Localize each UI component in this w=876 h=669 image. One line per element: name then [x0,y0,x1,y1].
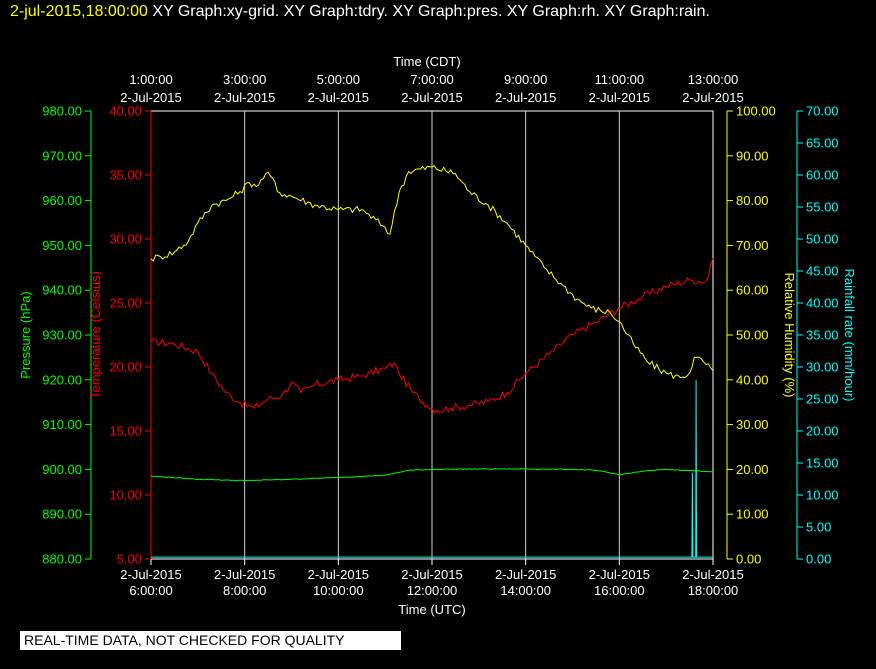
x-tick-label-top-date: 2-Jul-2015 [589,90,650,105]
pressure-tick-label: 910.00 [42,417,82,432]
x-tick-label-top-date: 2-Jul-2015 [495,90,556,105]
rain-tick-label: 65.00 [806,136,839,151]
chart-header: 2-jul-2015,18:00:00 XY Graph:xy-grid. XY… [10,3,710,21]
rain-tick-label: 55.00 [806,200,839,215]
rain-axis-label: Rainfall rate (mm/hour) [842,269,857,402]
x-tick-label-bottom-date: 2-Jul-2015 [495,567,556,582]
x-tick-label-top-time: 1:00:00 [129,72,172,87]
x-tick-label-top-time: 11:00:00 [595,72,645,87]
humidity-tick-label: 100.00 [736,104,776,119]
temperature-tick-label: 20.00 [109,360,142,375]
pressure-tick-label: 890.00 [42,507,82,522]
x-tick-label-bottom-date: 2-Jul-2015 [682,567,743,582]
x-tick-label-bottom-date: 2-Jul-2015 [589,567,650,582]
x-tick-label-bottom-time: 14:00:00 [500,583,551,598]
temperature-axis-label: Temperature (Celsius) [88,271,103,399]
x-tick-label-bottom-time: 12:00:00 [407,583,458,598]
rain-tick-label: 15.00 [806,456,839,471]
temperature-tick-label: 15.00 [109,424,142,439]
temperature-tick-label: 5.00 [117,552,142,567]
rain-tick-label: 25.00 [806,392,839,407]
pressure-tick-label: 960.00 [42,193,82,208]
humidity-tick-label: 70.00 [736,238,769,253]
rain-tick-label: 20.00 [806,424,839,439]
rain-tick-label: 50.00 [806,232,839,247]
x-axis-label-top: Time (CDT) [393,54,460,69]
header-timestamp: 2-jul-2015,18:00:00 [10,3,148,20]
pressure-tick-label: 970.00 [42,148,82,163]
humidity-tick-label: 40.00 [736,372,769,387]
pressure-tick-label: 880.00 [42,552,82,567]
x-tick-label-top-date: 2-Jul-2015 [682,90,743,105]
pressure-tick-label: 940.00 [42,283,82,298]
x-tick-label-top-date: 2-Jul-2015 [308,90,369,105]
x-tick-label-top-date: 2-Jul-2015 [214,90,275,105]
header-graph-list: XY Graph:xy-grid. XY Graph:tdry. XY Grap… [152,3,710,20]
x-tick-label-bottom-time: 16:00:00 [594,583,645,598]
humidity-tick-label: 50.00 [736,328,769,343]
pressure-series-line [150,468,714,482]
x-tick-label-bottom-time: 8:00:00 [223,583,266,598]
rain-series-line [151,379,713,558]
x-tick-label-top-time: 9:00:00 [504,72,547,87]
rain-tick-label: 45.00 [806,264,839,279]
x-tick-label-top-date: 2-Jul-2015 [120,90,181,105]
temperature-tick-label: 35.00 [109,168,142,183]
humidity-axis-label: Relative Humidity (%) [782,273,797,398]
x-tick-label-top-date: 2-Jul-2015 [401,90,462,105]
x-tick-label-bottom-date: 2-Jul-2015 [308,567,369,582]
humidity-series-line [150,165,714,380]
rain-tick-label: 5.00 [806,520,831,535]
rain-tick-label: 35.00 [806,328,839,343]
temperature-tick-label: 30.00 [109,232,142,247]
rain-tick-label: 0.00 [806,552,831,567]
pressure-tick-label: 980.00 [42,104,82,119]
pressure-tick-label: 900.00 [42,462,82,477]
temperature-series-line [150,258,714,414]
quality-banner: REAL-TIME DATA, NOT CHECKED FOR QUALITY [20,631,401,650]
pressure-tick-label: 920.00 [42,372,82,387]
x-axis-label-bottom: Time (UTC) [398,602,465,617]
x-tick-label-bottom-date: 2-Jul-2015 [401,567,462,582]
x-tick-label-top-time: 7:00:00 [410,72,453,87]
pressure-axis-label: Pressure (hPa) [18,291,33,378]
x-tick-label-top-time: 3:00:00 [223,72,266,87]
humidity-tick-label: 60.00 [736,283,769,298]
temperature-tick-label: 10.00 [109,488,142,503]
pressure-tick-label: 930.00 [42,328,82,343]
rain-tick-label: 70.00 [806,104,839,119]
x-tick-label-bottom-time: 6:00:00 [129,583,172,598]
x-tick-label-bottom-time: 18:00:00 [688,583,739,598]
x-tick-label-top-time: 13:00:00 [688,72,739,87]
rain-tick-label: 30.00 [806,360,839,375]
rain-tick-label: 10.00 [806,488,839,503]
rain-tick-label: 40.00 [806,296,839,311]
rain-tick-label: 60.00 [806,168,839,183]
humidity-tick-label: 90.00 [736,148,769,163]
x-tick-label-top-time: 5:00:00 [317,72,360,87]
humidity-tick-label: 10.00 [736,507,769,522]
x-tick-label-bottom-time: 10:00:00 [313,583,364,598]
humidity-tick-label: 0.00 [736,552,761,567]
humidity-tick-label: 20.00 [736,462,769,477]
temperature-tick-label: 40.00 [109,104,142,119]
humidity-tick-label: 30.00 [736,417,769,432]
x-tick-label-bottom-date: 2-Jul-2015 [120,567,181,582]
pressure-tick-label: 950.00 [42,238,82,253]
x-tick-label-bottom-date: 2-Jul-2015 [214,567,275,582]
humidity-tick-label: 80.00 [736,193,769,208]
temperature-tick-label: 25.00 [109,296,142,311]
